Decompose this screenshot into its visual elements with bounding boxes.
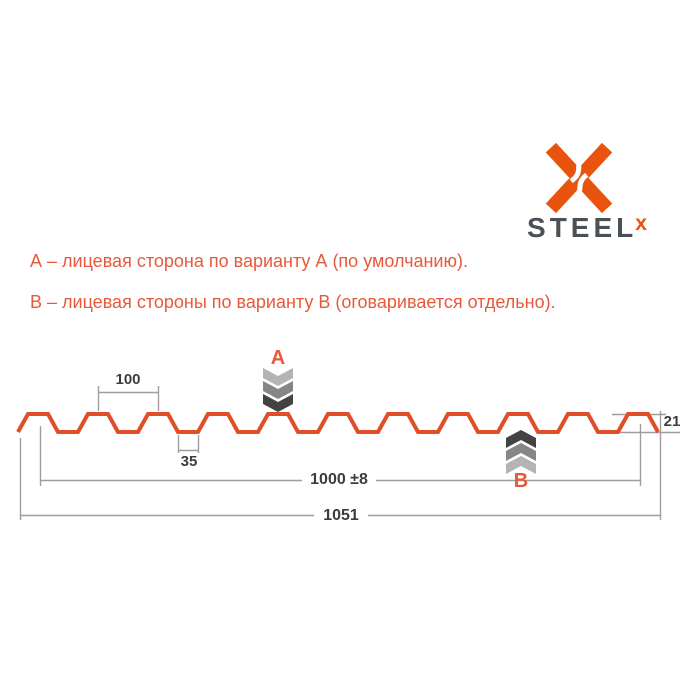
side-a-arrow <box>263 368 293 412</box>
side-a-letter: А <box>270 347 286 369</box>
side-b-arrow <box>506 430 536 474</box>
note-side-b: В – лицевая стороны по варианту В (огова… <box>30 292 556 312</box>
steelx-x-icon <box>545 142 613 214</box>
note-side-a: А – лицевая сторона по варианту А (по ум… <box>30 251 468 271</box>
arrow-a-chevron-dark <box>263 394 293 412</box>
brand-name: STEEL <box>527 212 638 243</box>
arrow-a-chevron-light <box>263 368 293 386</box>
dim-label-working-width: 1000 ±8 <box>306 471 372 489</box>
arrow-a-chevron-mid <box>263 381 293 399</box>
sheet-profile-line <box>16 412 660 434</box>
brand-superscript-x: x <box>635 212 647 235</box>
dim-label-height: 21 <box>663 413 681 430</box>
arrow-b-chevron-dark <box>506 430 536 448</box>
arrow-b-chevron-mid <box>506 443 536 461</box>
side-b-letter: В <box>513 470 529 492</box>
dimension-lines <box>19 386 680 520</box>
arrow-b-chevron-light <box>506 456 536 474</box>
brand-wordmark: STEELx <box>508 212 668 244</box>
dim-label-overall-width: 1051 <box>319 507 363 525</box>
dim-label-pitch: 100 <box>115 371 141 388</box>
dim-label-rib-bottom: 35 <box>180 453 198 470</box>
